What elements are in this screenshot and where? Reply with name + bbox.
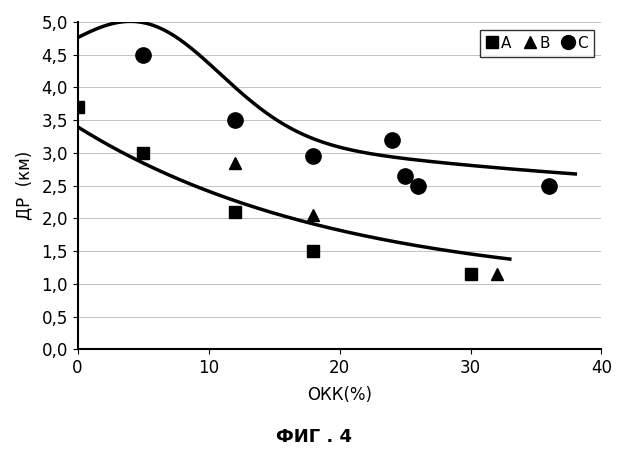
- Legend: A, B, C: A, B, C: [480, 30, 594, 57]
- X-axis label: ОКК(%): ОКК(%): [307, 386, 372, 404]
- Text: ФИГ . 4: ФИГ . 4: [275, 428, 352, 446]
- Y-axis label: ДР  (км): ДР (км): [15, 151, 33, 220]
